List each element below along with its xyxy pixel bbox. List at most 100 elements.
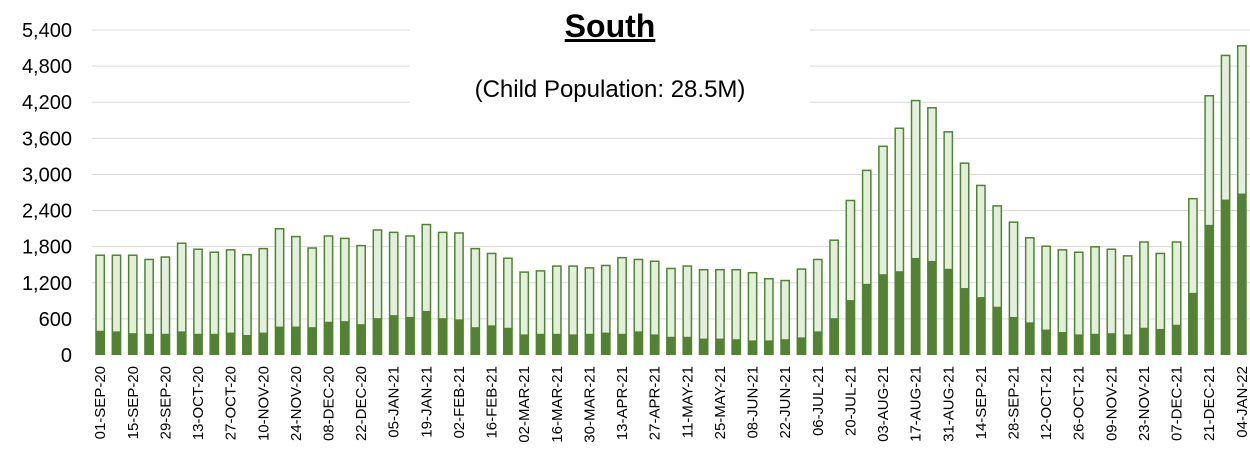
bar-segment-lower xyxy=(372,318,383,355)
bar-segment-upper xyxy=(339,237,350,323)
bar-segment-upper xyxy=(486,252,497,327)
bar-segment-upper xyxy=(715,268,725,341)
y-tick-label: 4,200 xyxy=(22,92,72,114)
bar-segment-lower xyxy=(682,337,693,355)
bar-segment-upper xyxy=(356,244,367,326)
bar-segment-upper xyxy=(323,235,334,324)
bar-segment-upper xyxy=(1188,197,1198,295)
bar-segment-upper xyxy=(1220,54,1231,202)
x-tick-label: 05-JAN-21 xyxy=(386,366,403,438)
x-tick-label: 11-MAY-21 xyxy=(679,366,696,438)
bar-segment-upper xyxy=(242,253,252,337)
x-tick-label: 13-OCT-20 xyxy=(190,366,207,440)
bar-segment-upper xyxy=(763,277,774,342)
bar-segment-upper xyxy=(812,258,823,333)
bar-segment-upper xyxy=(551,265,562,336)
bar-segment-lower xyxy=(274,327,285,355)
bar-segment-upper xyxy=(144,258,154,336)
bar-segment-lower xyxy=(617,334,627,355)
bar-segment-upper xyxy=(666,267,676,339)
x-tick-label: 27-OCT-20 xyxy=(223,366,240,440)
x-tick-label: 08-JUN-21 xyxy=(745,366,762,439)
bar-segment-lower xyxy=(829,318,839,355)
bar-segment-lower xyxy=(290,327,301,355)
bar-segment-lower xyxy=(1139,328,1149,355)
bar-segment-upper xyxy=(796,268,807,339)
bars xyxy=(95,45,1247,355)
bar-segment-upper xyxy=(861,169,872,286)
bar-segment-lower xyxy=(959,288,970,355)
bar-segment-lower xyxy=(1155,329,1166,355)
bar-segment-lower xyxy=(1204,225,1215,355)
bar-segment-upper xyxy=(894,127,905,273)
bar-segment-upper xyxy=(1090,246,1100,336)
bar-segment-lower xyxy=(1236,194,1247,355)
bar-segment-upper xyxy=(1122,255,1133,336)
bar-segment-upper xyxy=(943,131,954,271)
bar-segment-upper xyxy=(992,205,1003,309)
bar-segment-upper xyxy=(568,265,579,336)
bar-segment-lower xyxy=(421,311,432,355)
x-tick-label: 29-SEP-20 xyxy=(157,366,174,439)
x-tick-label: 14-SEP-21 xyxy=(973,366,990,439)
x-tick-label: 12-OCT-21 xyxy=(1038,366,1055,440)
x-tick-label: 30-MAR-21 xyxy=(581,366,598,443)
bar-segment-upper xyxy=(111,254,122,333)
x-tick-label: 21-DEC-21 xyxy=(1201,366,1218,441)
bar-segment-upper xyxy=(209,251,220,336)
bar-segment-upper xyxy=(584,267,595,336)
bar-segment-upper xyxy=(225,249,236,335)
bar-segment-upper xyxy=(405,235,415,319)
bar-segment-upper xyxy=(649,260,660,336)
x-tick-label: 22-DEC-20 xyxy=(353,366,370,441)
bar-segment-lower xyxy=(1188,293,1198,355)
bar-segment-lower xyxy=(535,334,546,355)
bar-segment-lower xyxy=(111,332,122,355)
bar-segment-lower xyxy=(405,317,415,355)
x-tick-label: 15-SEP-20 xyxy=(125,366,142,439)
bar-segment-lower xyxy=(454,320,464,355)
x-tick-label: 03-AUG-21 xyxy=(875,366,892,442)
bar-segment-upper xyxy=(698,268,709,341)
y-tick-label: 600 xyxy=(39,309,72,331)
bar-segment-lower xyxy=(339,321,350,355)
bar-segment-lower xyxy=(551,334,562,355)
y-tick-label: 1,200 xyxy=(22,273,72,295)
x-tick-label: 16-FEB-21 xyxy=(484,366,501,439)
bar-segment-upper xyxy=(274,228,285,329)
bar-segment-lower xyxy=(927,261,937,355)
bar-segment-upper xyxy=(1057,249,1068,334)
bar-segment-upper xyxy=(470,247,481,329)
bar-segment-lower xyxy=(878,274,888,355)
x-tick-label: 22-JUN-21 xyxy=(777,366,794,439)
bar-segment-lower xyxy=(160,334,171,355)
bar-segment-upper xyxy=(535,270,546,336)
bar-segment-lower xyxy=(584,334,595,355)
x-tick-label: 09-NOV-21 xyxy=(1103,366,1120,441)
bar-segment-upper xyxy=(731,268,742,341)
bar-segment-upper xyxy=(600,264,611,335)
bar-segment-upper xyxy=(258,247,269,335)
x-tick-label: 23-NOV-21 xyxy=(1136,366,1153,441)
bar-segment-upper xyxy=(437,231,448,320)
x-tick-label: 27-APR-21 xyxy=(647,366,664,440)
bar-segment-lower xyxy=(731,339,742,355)
bar-segment-upper xyxy=(1073,251,1084,336)
bar-segment-upper xyxy=(1139,241,1149,330)
bar-segment-lower xyxy=(225,333,236,355)
bar-segment-lower xyxy=(649,335,660,355)
x-tick-label: 07-DEC-21 xyxy=(1169,366,1186,441)
bar-segment-lower xyxy=(763,341,774,355)
bar-segment-upper xyxy=(959,162,970,290)
bar-segment-lower xyxy=(1057,332,1068,355)
y-axis-tick-labels: 0 600 1,200 1,800 2,400 3,000 3,600 4,200 4,800 5… xyxy=(22,20,72,367)
y-tick-label: 5,400 xyxy=(22,20,72,42)
bar-segment-upper xyxy=(927,107,937,263)
bar-segment-lower xyxy=(356,324,367,355)
bar-segment-upper xyxy=(372,229,383,320)
bar-segment-lower xyxy=(747,341,758,355)
bar-segment-lower xyxy=(1220,200,1231,355)
bar-segment-upper xyxy=(829,239,839,320)
bar-segment-lower xyxy=(1106,333,1117,355)
